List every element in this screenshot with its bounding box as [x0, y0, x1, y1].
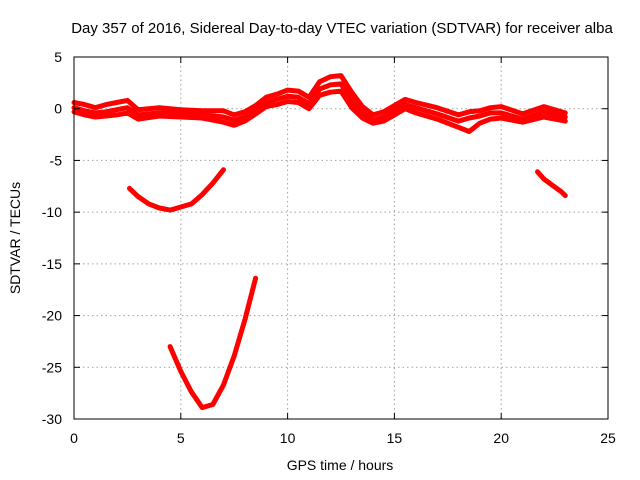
- series-line-arc-lower: [167, 275, 259, 411]
- y-axis-label: SDTVAR / TECUs: [7, 182, 23, 294]
- y-tick-label: -5: [50, 152, 63, 168]
- series-line-band-lower: [71, 88, 568, 134]
- y-tick-label: -30: [42, 411, 62, 427]
- series-line-arc-upper: [127, 167, 226, 213]
- y-tick-label: 5: [54, 49, 62, 65]
- series-line-tail-right: [535, 169, 568, 199]
- chart-title: Day 357 of 2016, Sidereal Day-to-day VTE…: [71, 20, 613, 37]
- y-tick-label: 0: [54, 101, 62, 117]
- y-tick-label: -20: [42, 308, 62, 324]
- y-tick-label: -25: [42, 359, 62, 375]
- x-tick-label: 15: [387, 430, 403, 446]
- x-tick-label: 25: [600, 430, 616, 446]
- x-axis-label: GPS time / hours: [287, 457, 394, 473]
- series-line-band-upper: [71, 73, 568, 118]
- series-line-band-middle: [71, 81, 568, 124]
- y-tick-label: -10: [42, 204, 62, 220]
- x-tick-label: 5: [177, 430, 185, 446]
- plot-frame: [73, 56, 609, 420]
- x-axis: 0 5 10 15 20 25: [70, 57, 616, 446]
- grid: [74, 57, 608, 419]
- x-tick-label: 20: [493, 430, 509, 446]
- x-tick-label: 0: [70, 430, 78, 446]
- series-group: [71, 73, 568, 411]
- y-axis: 5 0 -5 -10 -15 -20 -25 -30: [42, 49, 608, 427]
- x-tick-label: 10: [280, 430, 296, 446]
- y-tick-label: -15: [42, 256, 62, 272]
